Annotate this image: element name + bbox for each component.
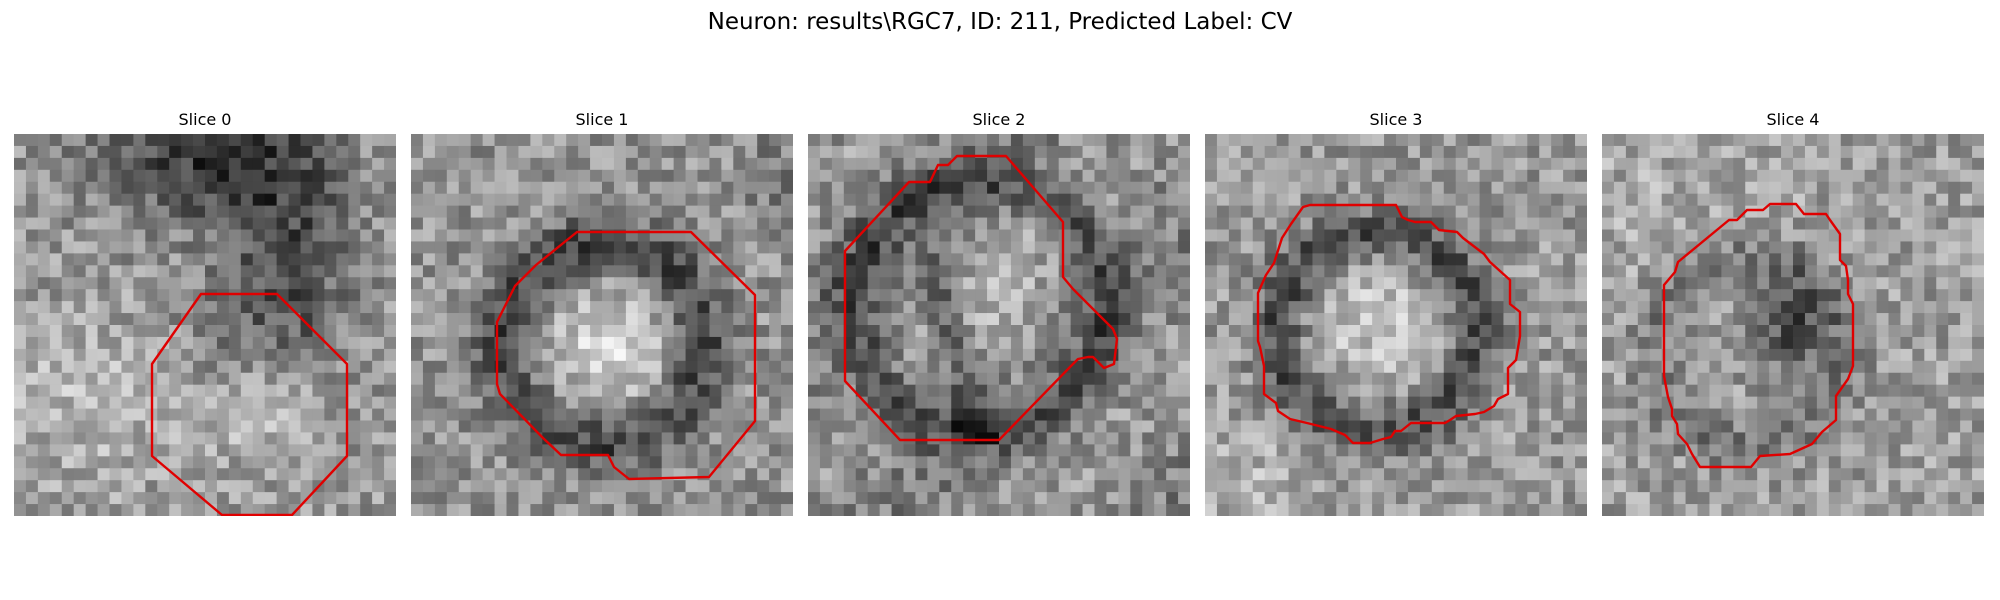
grayscale-pixels-0 — [14, 134, 396, 516]
slice-image-0 — [14, 134, 396, 516]
slice-panel-3: Slice 3 — [1205, 108, 1587, 516]
grayscale-pixels-1 — [411, 134, 793, 516]
slice-image-4 — [1602, 134, 1984, 516]
slice-panel-2: Slice 2 — [808, 108, 1190, 516]
slice-image-2 — [808, 134, 1190, 516]
grayscale-pixels-2 — [808, 134, 1190, 516]
slice-title-2: Slice 2 — [972, 110, 1026, 129]
roi-contour-0 — [150, 292, 349, 516]
slice-title-1: Slice 1 — [575, 110, 629, 129]
grayscale-pixels-4 — [1602, 134, 1984, 516]
slice-panel-4: Slice 4 — [1602, 108, 1984, 516]
roi-contour-3 — [1256, 203, 1522, 445]
slice-title-0: Slice 0 — [178, 110, 232, 129]
slice-image-1 — [411, 134, 793, 516]
grayscale-pixels-3 — [1205, 134, 1587, 516]
slice-title-3: Slice 3 — [1369, 110, 1423, 129]
slice-panel-1: Slice 1 — [411, 108, 793, 516]
slice-image-3 — [1205, 134, 1587, 516]
roi-contour-2 — [843, 154, 1119, 442]
figure-title: Neuron: results\RGC7, ID: 211, Predicted… — [707, 9, 1293, 35]
roi-contour-4 — [1662, 202, 1855, 469]
slice-panel-0: Slice 0 — [14, 108, 396, 516]
roi-contour-1 — [495, 230, 757, 481]
slice-title-4: Slice 4 — [1766, 110, 1820, 129]
